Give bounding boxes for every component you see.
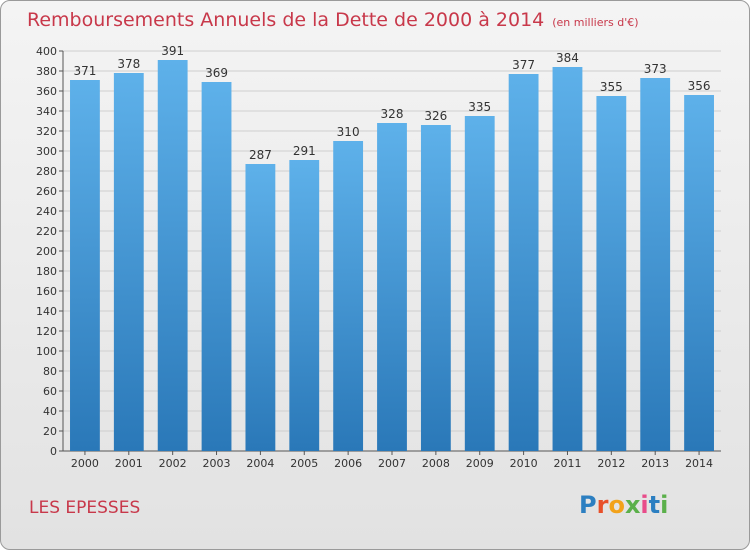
y-tick-label: 140 — [36, 305, 57, 318]
value-label-2013: 373 — [644, 62, 667, 76]
bar-2009 — [464, 116, 495, 451]
y-tick-label: 160 — [36, 285, 57, 298]
value-label-2006: 310 — [337, 125, 360, 139]
x-tick-label-2009: 2009 — [466, 457, 494, 470]
value-label-2002: 391 — [161, 44, 184, 58]
y-tick-label: 60 — [43, 385, 57, 398]
x-tick-label-2001: 2001 — [115, 457, 143, 470]
y-tick-label: 180 — [36, 265, 57, 278]
labels: 0 20 40 60 80 100 120 140 160 180 200 220 240 260 280 3… — [36, 44, 713, 470]
x-tick-label-2005: 2005 — [290, 457, 318, 470]
bar-2007 — [377, 123, 407, 451]
y-tick-label: 220 — [36, 225, 57, 238]
x-tick-label-2014: 2014 — [685, 457, 713, 470]
proxiti-logo[interactable]: Proxiti — [579, 491, 668, 519]
chart-title-text: Remboursements Annuels de la Dette de 20… — [27, 9, 545, 31]
x-tick-label-2003: 2003 — [203, 457, 231, 470]
x-tick-label-2000: 2000 — [71, 457, 99, 470]
y-tick-label: 120 — [36, 325, 57, 338]
bar-2011 — [552, 67, 583, 451]
value-label-2003: 369 — [205, 66, 228, 80]
y-tick-label: 300 — [36, 145, 57, 158]
y-tick-label: 400 — [36, 45, 57, 58]
bar-2012 — [596, 96, 627, 451]
chart-unit: (en milliers d'€) — [552, 16, 639, 29]
y-tick-label: 100 — [36, 345, 57, 358]
bar-2008 — [420, 125, 451, 451]
x-tick-label-2007: 2007 — [378, 457, 406, 470]
y-tick-label: 380 — [36, 65, 57, 78]
place-name: LES EPESSES — [29, 498, 141, 518]
value-label-2001: 378 — [117, 57, 140, 71]
value-label-2011: 384 — [556, 51, 579, 65]
bar-2006 — [333, 141, 364, 451]
bar-2002 — [157, 60, 188, 451]
value-label-2014: 356 — [688, 79, 711, 93]
logo-letter: t — [648, 491, 661, 519]
bar-2003 — [201, 82, 232, 451]
y-tick-label: 20 — [43, 425, 57, 438]
chart-title: Remboursements Annuels de la Dette de 20… — [27, 9, 639, 31]
y-tick-label: 340 — [36, 105, 57, 118]
y-tick-label: 240 — [36, 205, 57, 218]
value-label-2012: 355 — [600, 80, 623, 94]
y-tick-label: 200 — [36, 245, 57, 258]
y-tick-label: 360 — [36, 85, 57, 98]
logo-letter: i — [640, 491, 649, 519]
bar-2014 — [684, 95, 714, 451]
x-tick-label-2004: 2004 — [246, 457, 274, 470]
logo-letter: x — [624, 491, 641, 519]
bar-2005 — [289, 160, 320, 451]
value-label-2007: 328 — [381, 107, 404, 121]
bar-2000 — [70, 80, 100, 451]
logo-letter: i — [660, 491, 669, 519]
y-tick-label: 320 — [36, 125, 57, 138]
bar-2013 — [640, 78, 671, 451]
y-tick-label: 280 — [36, 165, 57, 178]
bar-2004 — [245, 164, 276, 451]
logo-letter: o — [608, 491, 625, 519]
y-tick-label: 80 — [43, 365, 57, 378]
value-label-2009: 335 — [468, 100, 491, 114]
x-tick-label-2006: 2006 — [334, 457, 362, 470]
y-tick-label: 0 — [50, 445, 57, 458]
bar-2001 — [113, 73, 144, 451]
bars — [70, 60, 714, 451]
x-tick-label-2013: 2013 — [641, 457, 669, 470]
y-tick-label: 40 — [43, 405, 57, 418]
x-tick-label-2012: 2012 — [597, 457, 625, 470]
logo-letter: P — [579, 491, 597, 519]
y-tick-label: 260 — [36, 185, 57, 198]
x-tick-label-2011: 2011 — [553, 457, 581, 470]
value-label-2005: 291 — [293, 144, 316, 158]
value-label-2008: 326 — [424, 109, 447, 123]
x-tick-label-2002: 2002 — [159, 457, 187, 470]
value-label-2004: 287 — [249, 148, 272, 162]
x-tick-label-2008: 2008 — [422, 457, 450, 470]
bar-2010 — [508, 74, 539, 451]
logo-letter: r — [596, 491, 609, 519]
value-label-2010: 377 — [512, 58, 535, 72]
x-tick-label-2010: 2010 — [510, 457, 538, 470]
value-label-2000: 371 — [73, 64, 96, 78]
